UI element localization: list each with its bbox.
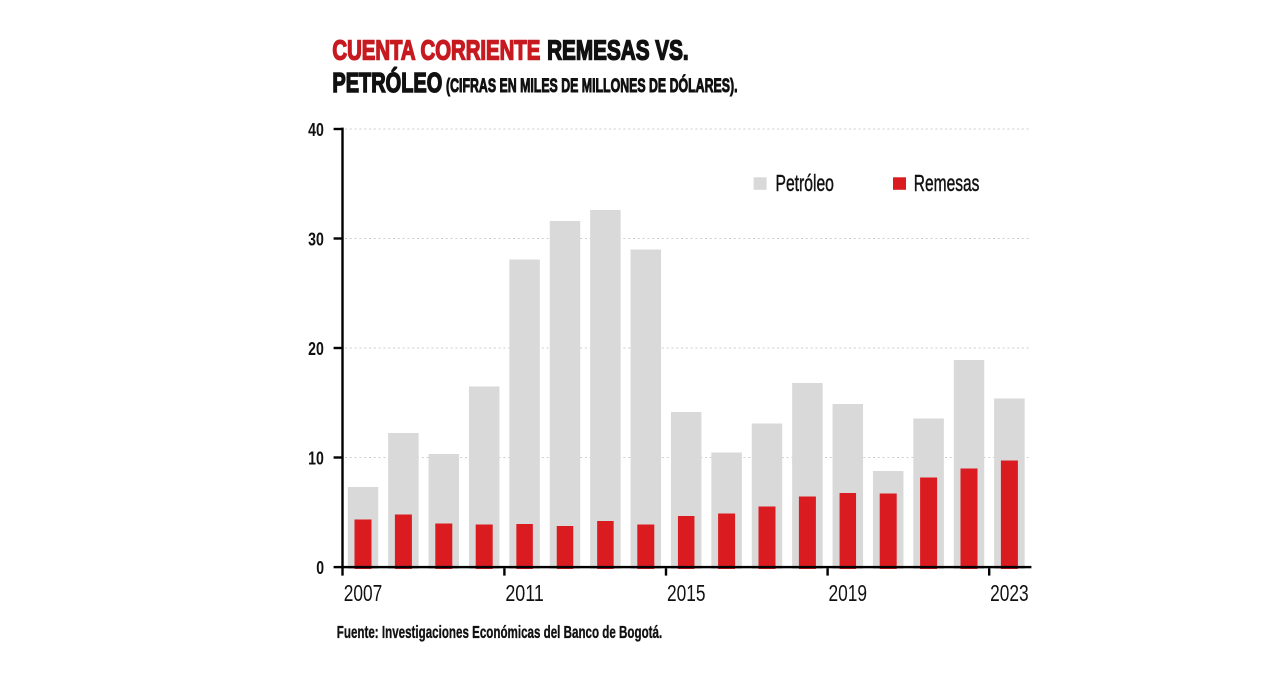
svg-text:2015: 2015 bbox=[667, 580, 706, 606]
svg-text:30: 30 bbox=[308, 230, 324, 250]
svg-text:20: 20 bbox=[308, 339, 324, 359]
svg-text:(CIFRAS EN MILES DE MILLONES D: (CIFRAS EN MILES DE MILLONES DE DÓLARES)… bbox=[446, 73, 738, 97]
svg-text:0: 0 bbox=[316, 558, 324, 578]
svg-text:10: 10 bbox=[308, 449, 324, 469]
svg-text:REMESAS VS.: REMESAS VS. bbox=[547, 35, 689, 66]
svg-text:PETRÓLEO: PETRÓLEO bbox=[332, 67, 442, 98]
svg-text:2023: 2023 bbox=[990, 580, 1029, 606]
svg-text:Remesas: Remesas bbox=[914, 170, 980, 196]
svg-text:Petróleo: Petróleo bbox=[776, 170, 834, 196]
svg-text:2011: 2011 bbox=[505, 580, 543, 606]
svg-text:2019: 2019 bbox=[829, 580, 868, 606]
svg-text:40: 40 bbox=[308, 120, 324, 140]
svg-text:Fuente: Investigaciones Económ: Fuente: Investigaciones Económicas del B… bbox=[337, 622, 662, 642]
svg-text:2007: 2007 bbox=[344, 580, 383, 606]
svg-text:CUENTA CORRIENTE: CUENTA CORRIENTE bbox=[332, 35, 540, 66]
